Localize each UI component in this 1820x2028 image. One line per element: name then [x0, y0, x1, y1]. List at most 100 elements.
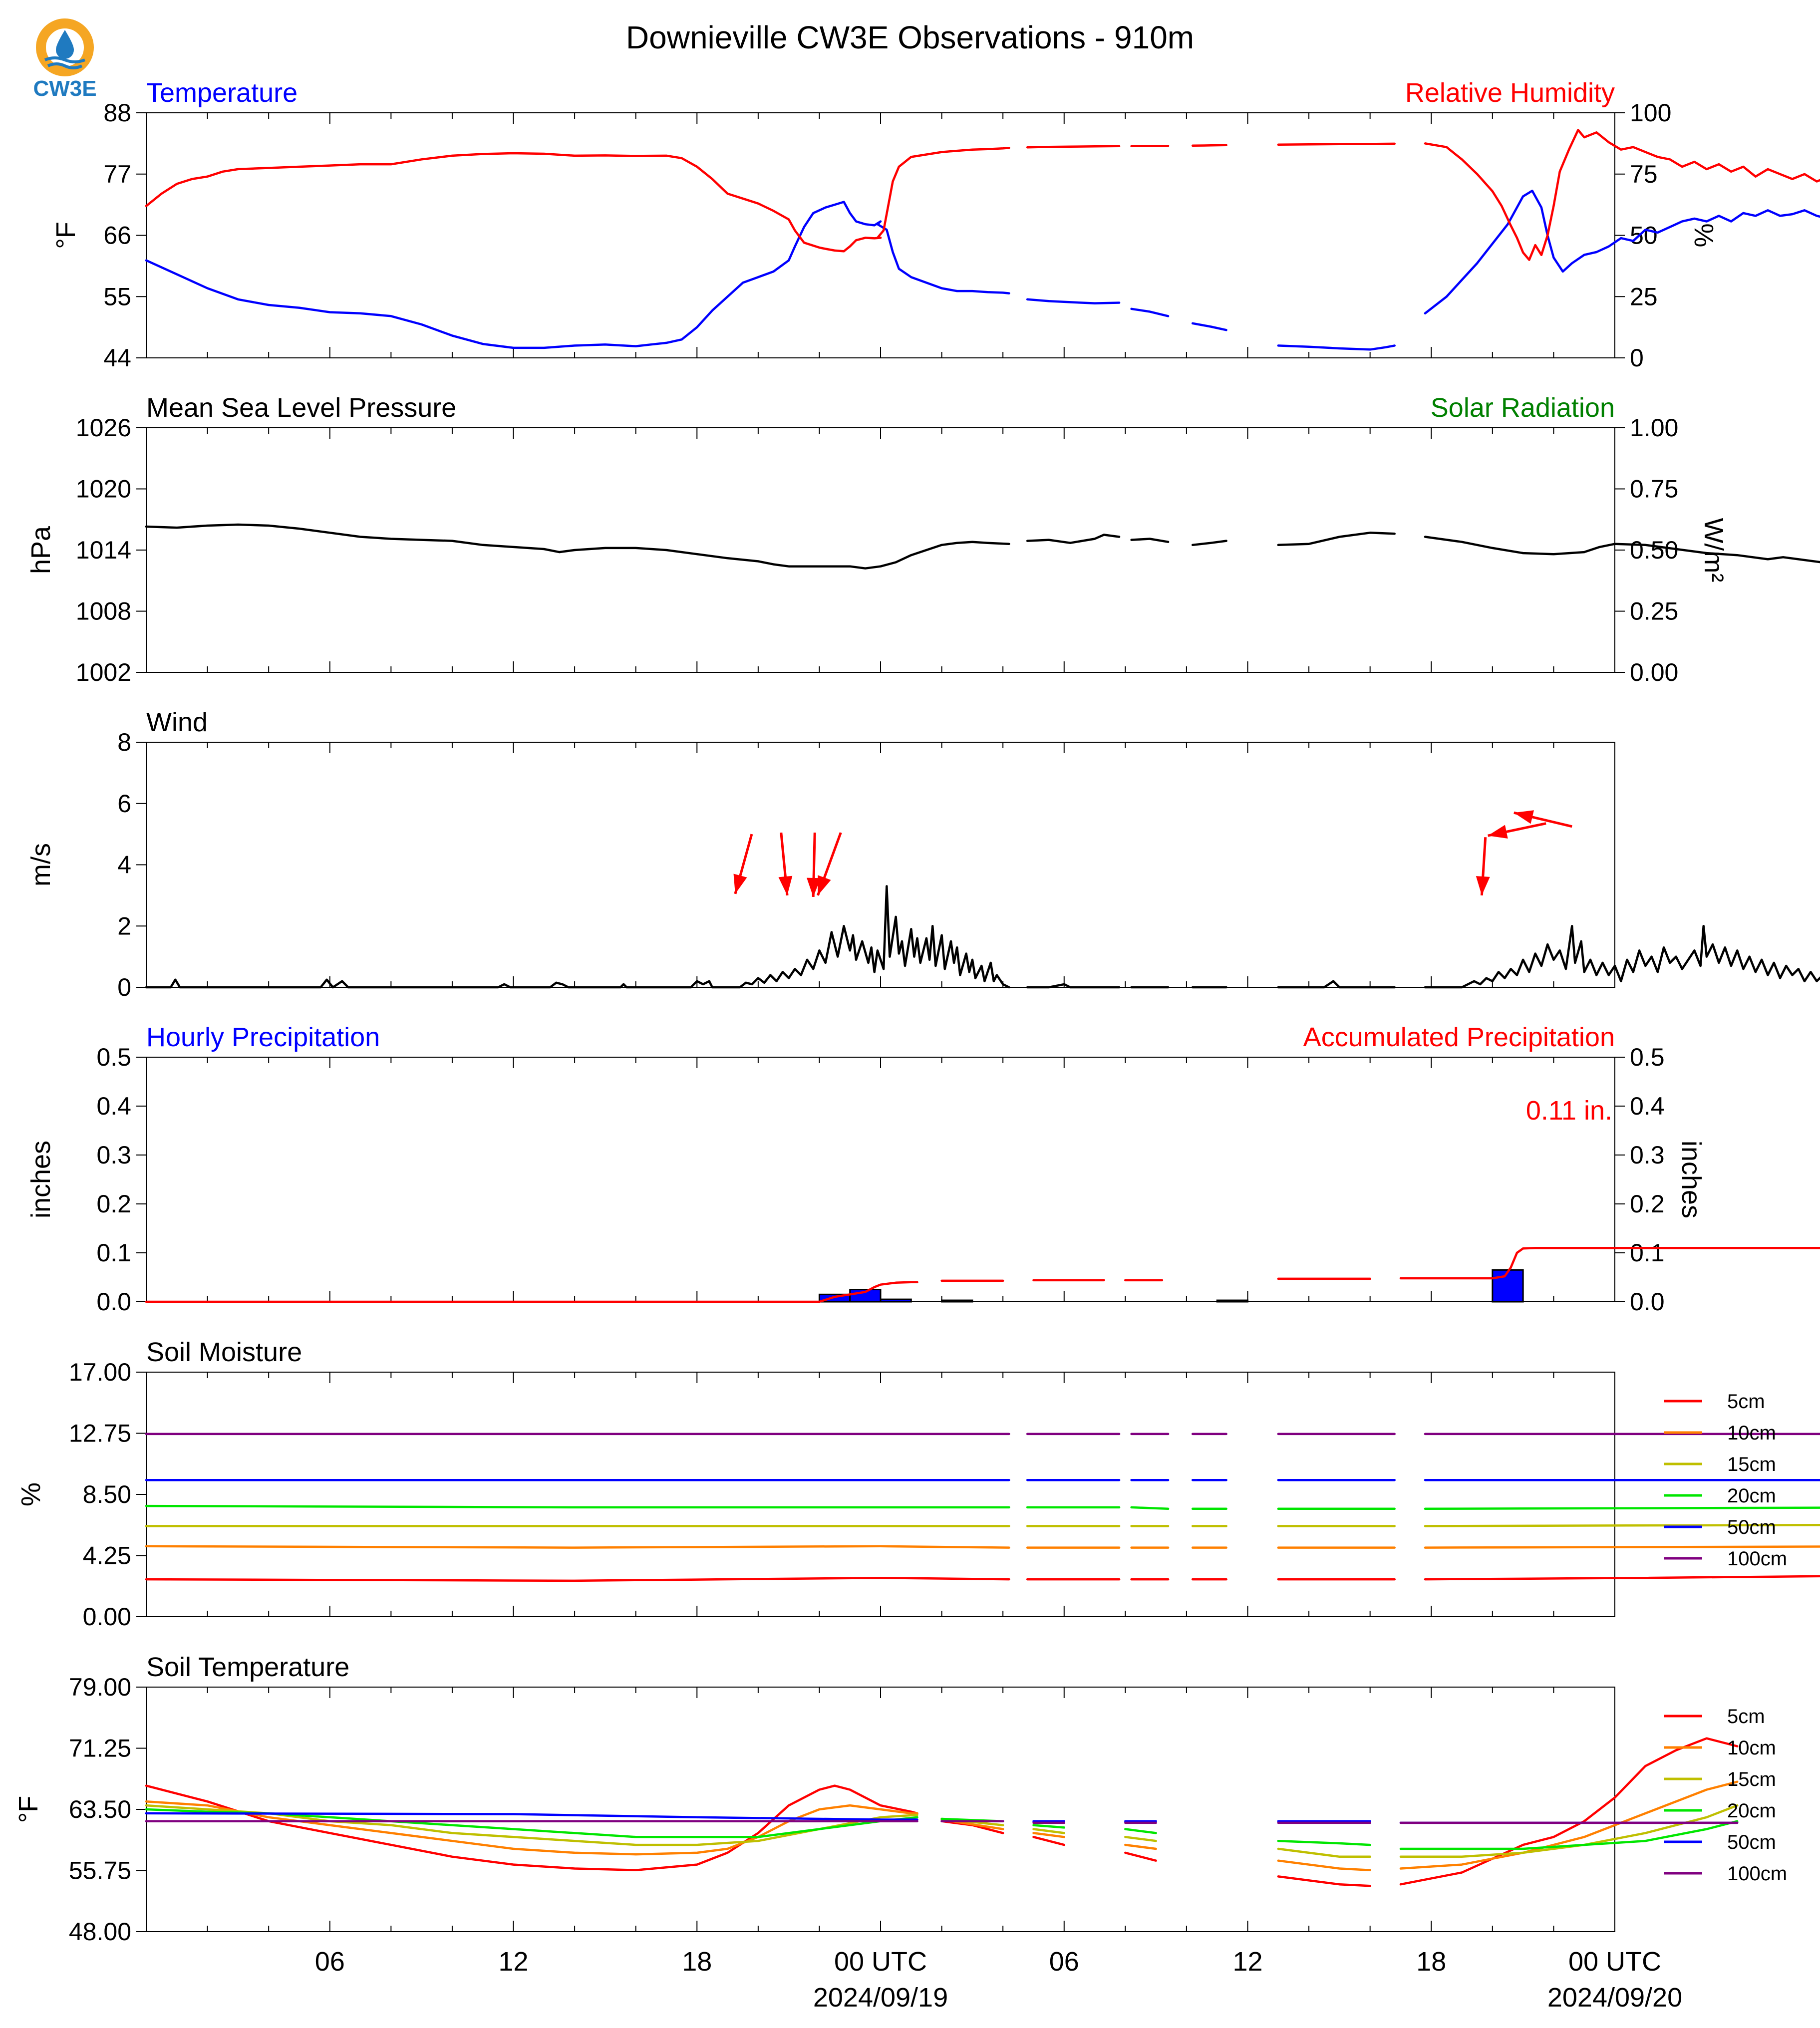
- y-tick-label: 0.1: [1630, 1239, 1665, 1267]
- x-tick-label: 00 UTC: [1568, 1947, 1661, 1977]
- series-line-5cm: [1124, 1851, 1157, 1862]
- series-line: [1424, 189, 1820, 314]
- precip-bar: [849, 1289, 882, 1303]
- series-line: [1130, 538, 1170, 543]
- series-line: [1026, 145, 1121, 149]
- series-line-10cm: [145, 1800, 918, 1856]
- panel-temperature-rh: 88 77 66 55 44 100 75 50 25 0 Temperature Relative …: [51, 78, 1820, 372]
- series-line-20cm: [1277, 1839, 1371, 1846]
- legend-label: 100cm: [1727, 1548, 1787, 1570]
- series-line: [145, 146, 1010, 253]
- panel-title-right: Relative Humidity: [1405, 78, 1615, 108]
- y-tick-label: 0.0: [96, 1288, 131, 1316]
- y-tick-label: 1.00: [1630, 414, 1678, 442]
- series-line: [1026, 298, 1121, 304]
- y-tick-label: 0.3: [96, 1141, 131, 1169]
- y-tick-label: 0.3: [1630, 1141, 1665, 1169]
- panel-title-left: Soil Moisture: [146, 1337, 302, 1367]
- series-line-15cm: [1124, 1836, 1157, 1842]
- precip-bar: [880, 1298, 912, 1303]
- y-axis-label-left: %: [16, 1482, 46, 1506]
- y-tick-label: 88: [103, 99, 131, 127]
- y-tick-label: 12.75: [69, 1420, 131, 1448]
- y-tick-label: 75: [1630, 160, 1658, 188]
- panel-pressure-solar: 1026 1020 1014 1008 1002 1.00 0.75 0.50 0.25 0.00…: [26, 393, 1820, 686]
- series-line-10cm: [145, 1545, 1010, 1549]
- y-tick-label: 17.00: [69, 1358, 131, 1386]
- y-tick-label: 50: [1630, 222, 1658, 250]
- plot-frame: [146, 742, 1615, 988]
- y-tick-label: 0.5: [1630, 1043, 1665, 1071]
- panel-soil-temperature: 79.00 71.25 63.50 55.75 48.00 Soil Temperatur…: [13, 1652, 1787, 2013]
- series-line-50cm: [145, 1812, 918, 1821]
- series-line: [1191, 144, 1227, 147]
- y-axis-label-left: °F: [51, 222, 81, 249]
- series-line-15cm: [145, 1804, 918, 1846]
- plot-frame: [146, 1057, 1615, 1302]
- series-line-20cm: [1130, 1506, 1170, 1510]
- y-axis-label-left: m/s: [26, 843, 56, 886]
- cw3e-logo-wave-icon: [47, 62, 83, 69]
- series-line-15cm: [1277, 1847, 1371, 1858]
- series-line-20cm: [1424, 1506, 1820, 1510]
- y-tick-label: 0.75: [1630, 475, 1678, 503]
- y-tick-label: 48.00: [69, 1918, 131, 1946]
- series-line-5cm: [145, 1576, 1010, 1582]
- y-tick-label: 8.50: [83, 1480, 131, 1508]
- legend-label: 20cm: [1727, 1800, 1776, 1822]
- precip-bar: [941, 1299, 973, 1303]
- panel-title-left: Hourly Precipitation: [146, 1022, 380, 1052]
- x-tick-date-label: 2024/09/19: [813, 1983, 948, 2013]
- series-line: [1424, 536, 1820, 564]
- y-axis-label-right: %: [1689, 223, 1719, 247]
- y-tick-label: 71.25: [69, 1735, 131, 1762]
- wind-arrow-head: [733, 873, 747, 894]
- series-line-20cm: [1032, 1824, 1066, 1829]
- y-tick-label: 0.50: [1630, 536, 1678, 564]
- cw3e-logo-wave-icon: [44, 56, 86, 63]
- series-line: [1277, 532, 1396, 547]
- y-tick-label: 0.4: [1630, 1092, 1665, 1120]
- series-line-5cm: [145, 1784, 918, 1871]
- panel-title-left: Mean Sea Level Pressure: [146, 393, 456, 423]
- x-tick-label: 06: [315, 1947, 345, 1977]
- x-tick-date-label: 2024/09/20: [1547, 1983, 1682, 2013]
- y-axis-label-left: °F: [13, 1796, 43, 1823]
- legend-label: 10cm: [1727, 1422, 1776, 1444]
- legend-label: 50cm: [1727, 1516, 1776, 1538]
- series-line-20cm: [1124, 1828, 1157, 1834]
- y-tick-label: 0.00: [1630, 658, 1678, 686]
- legend-label: 5cm: [1727, 1391, 1765, 1413]
- wind-arrow-head: [1514, 810, 1534, 824]
- y-tick-label: 0.4: [96, 1092, 131, 1120]
- cw3e-logo: CW3E: [33, 18, 97, 101]
- y-tick-label: 55: [103, 283, 131, 310]
- y-tick-label: 55.75: [69, 1857, 131, 1885]
- series-line: [1026, 983, 1121, 989]
- series-line: [1399, 1246, 1820, 1280]
- y-tick-label: 0: [1630, 344, 1644, 372]
- x-tick-label: 12: [1232, 1947, 1262, 1977]
- legend-label: 50cm: [1727, 1831, 1776, 1853]
- series-line-10cm: [1424, 1545, 1820, 1549]
- panel-title-left: Temperature: [146, 78, 298, 108]
- y-tick-label: 1026: [76, 414, 131, 442]
- y-tick-label: 0.25: [1630, 597, 1678, 625]
- series-line: [1130, 307, 1170, 317]
- y-tick-label: 0.5: [96, 1043, 131, 1071]
- legend-label: 10cm: [1727, 1737, 1776, 1759]
- y-tick-label: 4.25: [83, 1542, 131, 1570]
- panel-soil-moisture: 17.00 12.75 8.50 4.25 0.00 Soil Moisture% 5cm 1…: [16, 1337, 1820, 1631]
- series-line: [145, 885, 1010, 989]
- series-line: [1424, 129, 1820, 261]
- series-line: [1191, 322, 1227, 331]
- y-tick-label: 1008: [76, 597, 131, 625]
- panel-title-left: Wind: [146, 707, 208, 737]
- cw3e-logo-text: CW3E: [33, 76, 96, 101]
- y-tick-label: 1014: [76, 536, 131, 564]
- y-tick-label: 77: [103, 160, 131, 188]
- y-tick-label: 63.50: [69, 1795, 131, 1823]
- chart-panels: 88 77 66 55 44 100 75 50 25 0 Temperature Relative …: [13, 78, 1820, 2013]
- y-tick-label: 2: [117, 912, 131, 940]
